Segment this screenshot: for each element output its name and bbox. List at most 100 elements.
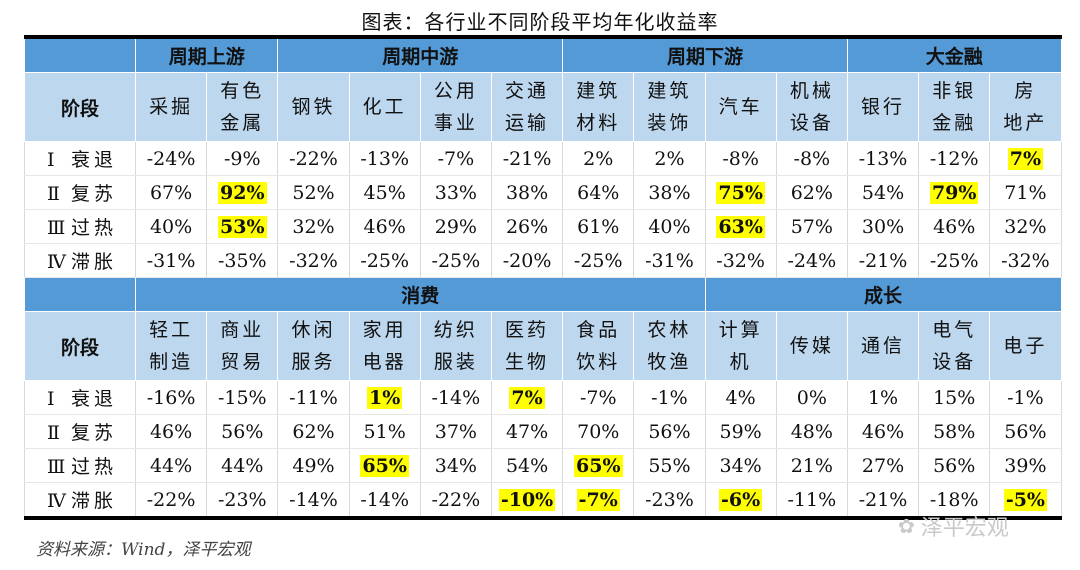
value-cell: 40%	[134, 209, 208, 244]
value-cell: -6%	[704, 482, 777, 519]
row-roman: Ⅱ	[47, 422, 64, 444]
value-text: 79%	[929, 181, 979, 204]
value-cell: -22%	[134, 482, 208, 519]
value-cell: 92%	[206, 175, 279, 210]
group-header: 消费	[135, 277, 706, 312]
value-cell: -21%	[846, 482, 920, 519]
value-cell: -32%	[704, 243, 777, 278]
value-cell: 37%	[419, 414, 492, 449]
column-header-line: 农林	[647, 319, 692, 341]
row-label: Ⅲ过热	[24, 209, 136, 244]
value-cell: 34%	[419, 448, 492, 483]
value-cell: 30%	[846, 209, 920, 244]
value-cell: -10%	[490, 482, 564, 519]
value-text: 0%	[796, 386, 827, 409]
row-stage-name: 过热	[71, 217, 118, 239]
value-cell: 38%	[490, 175, 564, 210]
value-text: 44%	[149, 454, 193, 477]
value-text: -18%	[929, 488, 979, 511]
value-text: -22%	[431, 488, 481, 511]
table-row: Ⅳ滞胀 -22% -23% -14% -14% -22% -10% -7% -23% -6% -11…	[24, 482, 1062, 519]
value-cell: 46%	[846, 414, 920, 449]
value-text: -32%	[1001, 249, 1050, 272]
value-text: 92%	[218, 181, 267, 204]
value-text: 38%	[648, 181, 691, 204]
value-text: -15%	[217, 386, 267, 409]
value-cell: -21%	[846, 243, 920, 278]
value-cell: -1%	[633, 380, 706, 415]
value-cell: 65%	[348, 448, 421, 483]
row-roman: Ⅱ	[47, 183, 64, 205]
value-cell: -14%	[348, 482, 421, 519]
column-header-line: 饮料	[576, 351, 621, 373]
value-cell: 34%	[704, 448, 777, 483]
column-header: 采掘	[134, 72, 208, 142]
value-text: 64%	[577, 181, 620, 204]
column-header-line: 生物	[505, 351, 550, 373]
column-header-line: 电气	[932, 319, 977, 341]
column-header-line: 设备	[932, 351, 977, 373]
row-stage-name: 衰退	[71, 149, 118, 171]
section2-column-row: 阶段 轻工 制造 商业 贸易 休闲 服务 家用 电器 纺织 服装 医药 生物 食品 饮料 农林 牧渔 计算机传媒通…	[24, 311, 1062, 381]
value-text: 48%	[790, 420, 833, 443]
value-cell: 63%	[704, 209, 777, 244]
value-text: -5%	[1003, 488, 1047, 511]
value-text: 46%	[861, 420, 905, 443]
value-text: 62%	[790, 181, 833, 204]
stage-header: 阶段	[24, 72, 136, 142]
column-header-line: 运输	[505, 112, 550, 134]
column-header: 公用 事业	[419, 72, 492, 142]
value-text: 67%	[149, 181, 193, 204]
value-cell: 4%	[704, 380, 777, 415]
value-text: 56%	[1004, 420, 1047, 443]
value-cell: 39%	[989, 448, 1062, 483]
value-cell: -25%	[918, 243, 991, 278]
column-header-line: 采掘	[149, 96, 194, 118]
column-header: 建筑 装饰	[633, 72, 706, 142]
row-label: Ⅱ 复苏	[24, 414, 136, 449]
section1-column-row: 阶段 采掘 有色 金属 钢铁 化工 公用 事业 交通 运输 建筑 材料 建筑 装饰 汽车 机械 设备 银行 非银 金融…	[24, 72, 1062, 142]
column-header-line: 装饰	[647, 112, 692, 134]
column-header-line: 金融	[932, 112, 977, 134]
row-roman: Ⅳ	[47, 490, 70, 512]
value-cell: 26%	[490, 209, 564, 244]
value-cell: -20%	[490, 243, 564, 278]
value-cell: -13%	[846, 141, 920, 176]
value-cell: -35%	[206, 243, 279, 278]
value-cell: -11%	[277, 380, 350, 415]
table-row: Ⅲ过热 44% 44% 49% 65% 34% 54% 65% 55% 34% 21% 27% 56% 3…	[24, 448, 1062, 483]
value-text: 70%	[577, 420, 620, 443]
value-text: -11%	[787, 488, 837, 511]
column-header-line: 房	[1014, 80, 1037, 102]
row-label: Ⅰ 衰退	[24, 141, 136, 176]
value-cell: 49%	[277, 448, 350, 483]
value-text: 26%	[505, 215, 549, 238]
column-header-line: 钢铁	[291, 96, 336, 118]
value-text: 32%	[292, 215, 335, 238]
value-text: 65%	[360, 454, 409, 477]
value-text: 44%	[221, 454, 264, 477]
section2-group-row: 消费 成长	[24, 277, 1062, 312]
value-cell: -13%	[348, 141, 421, 176]
row-roman: Ⅲ	[47, 217, 70, 239]
row-stage-name: 衰退	[71, 388, 118, 410]
table-row: Ⅰ 衰退 -24% -9% -22% -13% -7% -21% 2% 2% -8% -8% -13% -…	[24, 141, 1062, 176]
column-header: 建筑 材料	[562, 72, 635, 142]
column-header-line: 机	[729, 351, 752, 373]
returns-table: 周期上游 周期中游 周期下游 大金融 阶段 采掘 有色 金属 钢铁 化工 公用 事业 交通 运输 建筑 材料建…	[24, 35, 1062, 520]
value-cell: -32%	[277, 243, 350, 278]
value-cell: -14%	[277, 482, 350, 519]
value-cell: -23%	[206, 482, 279, 519]
column-header-line: 地产	[1003, 112, 1048, 134]
value-cell: 79%	[918, 175, 991, 210]
column-header: 家用 电器	[348, 311, 421, 381]
value-cell: -25%	[348, 243, 421, 278]
value-cell: 1%	[846, 380, 920, 415]
value-text: 56%	[221, 420, 264, 443]
column-header-line: 服务	[291, 351, 336, 373]
value-text: -12%	[929, 147, 979, 170]
value-cell: -8%	[775, 141, 848, 176]
value-text: -7%	[576, 488, 620, 511]
value-text: -14%	[360, 488, 409, 511]
value-text: 40%	[149, 215, 193, 238]
